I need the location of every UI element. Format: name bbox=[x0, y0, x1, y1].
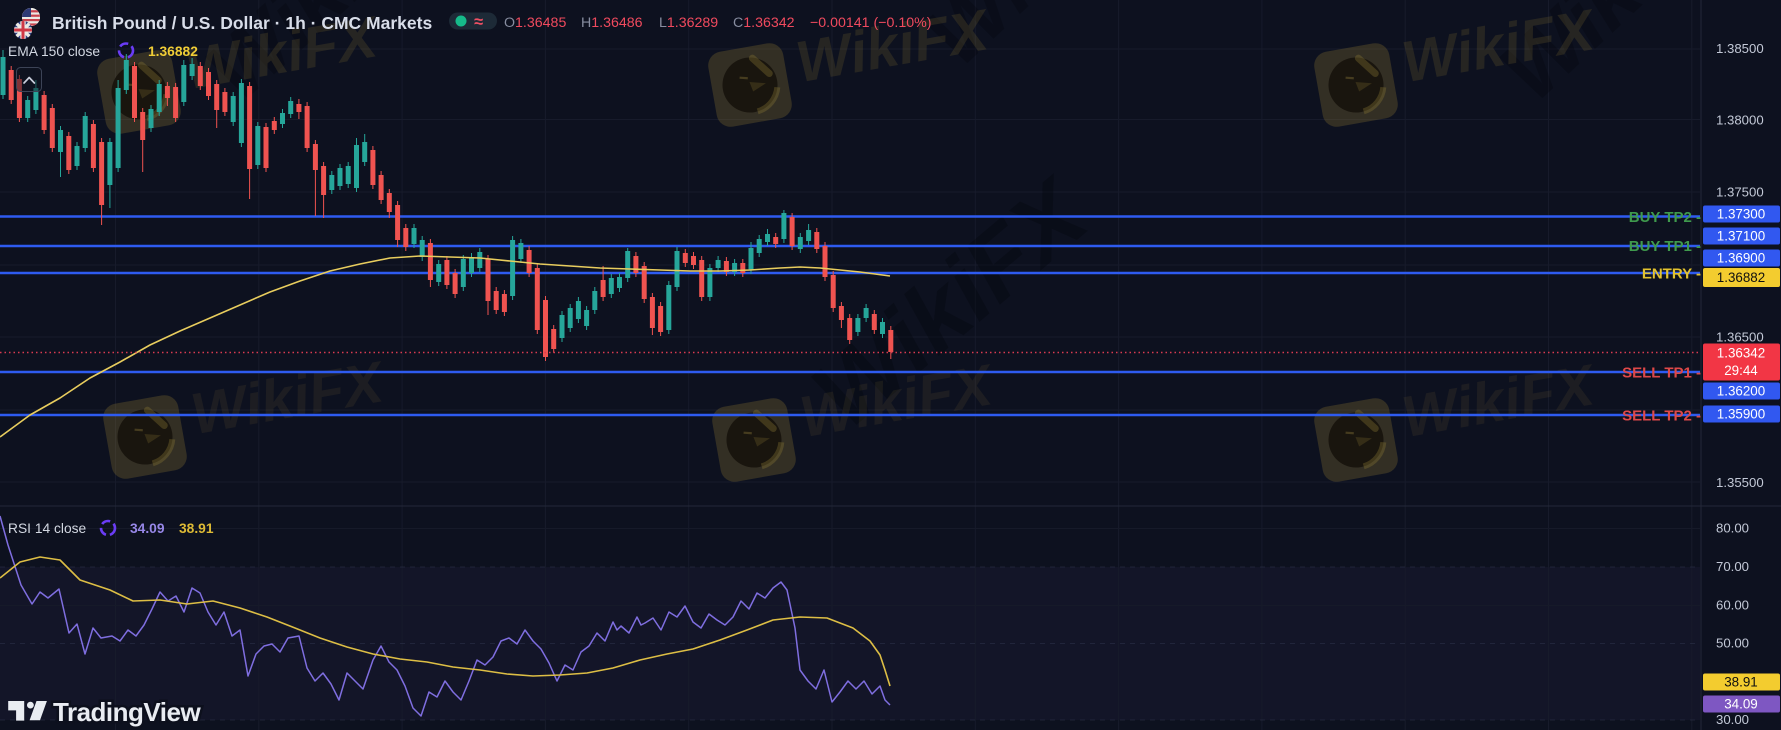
svg-text:34.09: 34.09 bbox=[1724, 697, 1758, 712]
svg-text:34.09: 34.09 bbox=[130, 521, 165, 536]
svg-text:80.00: 80.00 bbox=[1716, 521, 1749, 536]
svg-text:1.37100: 1.37100 bbox=[1717, 229, 1765, 244]
svg-text:SELL TP1 -: SELL TP1 - bbox=[1622, 365, 1701, 382]
svg-text:British Pound / U.S. Dollar ·: British Pound / U.S. Dollar · 1h · CMC M… bbox=[52, 13, 432, 33]
svg-text:BUY TP2 -: BUY TP2 - bbox=[1629, 209, 1701, 226]
svg-text:1.36882: 1.36882 bbox=[1717, 270, 1765, 285]
svg-text:1.35900: 1.35900 bbox=[1717, 407, 1765, 422]
svg-text:TradingView: TradingView bbox=[53, 697, 201, 727]
svg-text:C1.36342: C1.36342 bbox=[733, 15, 795, 31]
svg-text:H1.36486: H1.36486 bbox=[581, 15, 643, 31]
svg-text:30.00: 30.00 bbox=[1716, 712, 1749, 727]
svg-text:L1.36289: L1.36289 bbox=[659, 15, 718, 31]
svg-text:1.36200: 1.36200 bbox=[1717, 384, 1765, 399]
svg-text:29:44: 29:44 bbox=[1724, 363, 1758, 378]
svg-text:1.37500: 1.37500 bbox=[1716, 185, 1764, 200]
svg-text:1.38500: 1.38500 bbox=[1716, 41, 1764, 56]
svg-text:38.91: 38.91 bbox=[1724, 675, 1758, 690]
svg-text:38.91: 38.91 bbox=[179, 521, 214, 536]
svg-text:1.35500: 1.35500 bbox=[1716, 475, 1764, 490]
svg-text:1.36500: 1.36500 bbox=[1716, 330, 1764, 345]
svg-text:BUY TP1 -: BUY TP1 - bbox=[1629, 238, 1701, 255]
svg-text:−0.00141 (−0.10%): −0.00141 (−0.10%) bbox=[810, 15, 931, 31]
svg-text:70.00: 70.00 bbox=[1716, 559, 1749, 574]
svg-text:O1.36485: O1.36485 bbox=[504, 15, 566, 31]
svg-text:≈: ≈ bbox=[474, 13, 483, 31]
svg-text:1.36342: 1.36342 bbox=[1717, 346, 1765, 361]
svg-text:EMA 150 close: EMA 150 close bbox=[8, 44, 100, 59]
svg-text:1.36882: 1.36882 bbox=[148, 44, 198, 59]
svg-text:60.00: 60.00 bbox=[1716, 598, 1749, 613]
svg-text:RSI 14 close: RSI 14 close bbox=[8, 521, 87, 536]
svg-text:1.36900: 1.36900 bbox=[1717, 251, 1765, 266]
svg-text:50.00: 50.00 bbox=[1716, 636, 1749, 651]
svg-text:SELL TP2 -: SELL TP2 - bbox=[1622, 408, 1701, 425]
svg-text:ENTRY -: ENTRY - bbox=[1642, 266, 1701, 283]
svg-text:1.37300: 1.37300 bbox=[1717, 207, 1765, 222]
svg-text:1.38000: 1.38000 bbox=[1716, 113, 1764, 128]
